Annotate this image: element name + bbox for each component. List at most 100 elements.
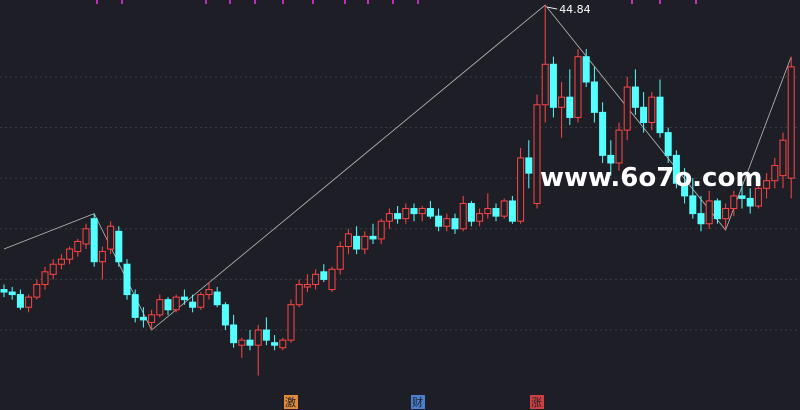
candle-body (467, 202, 475, 222)
candle-body (443, 218, 451, 227)
tag-box (411, 395, 425, 409)
candle-body (394, 213, 402, 220)
candle-body (41, 271, 49, 285)
candle-body (312, 273, 320, 285)
candle-body (25, 296, 33, 308)
candle-body (74, 240, 82, 253)
candle-body (451, 218, 459, 230)
candle-body (664, 132, 672, 156)
candle-body (262, 329, 270, 341)
candle-body (599, 111, 607, 156)
candle-body (656, 96, 664, 134)
candle-body (246, 339, 254, 346)
candle-body (418, 208, 426, 215)
candle-body (549, 63, 557, 108)
candle-body (525, 157, 533, 174)
candle-body (205, 289, 213, 296)
candle-body (197, 294, 205, 308)
candle-body (139, 316, 147, 321)
candle-body (8, 291, 16, 296)
candle-body (156, 299, 164, 316)
candle-body (82, 228, 90, 245)
candle-body (631, 86, 639, 108)
candle-body (279, 339, 287, 349)
candle-body (672, 154, 680, 184)
candle-body (336, 246, 344, 270)
candle-body (90, 218, 98, 263)
candle-body (271, 342, 279, 346)
top-markers (96, 0, 697, 4)
candle-body (582, 56, 590, 83)
candle-body (435, 215, 443, 227)
candle-body (640, 106, 648, 123)
candle-body (131, 294, 139, 318)
candle-body (517, 157, 525, 222)
candle-body (689, 195, 697, 215)
candle-body (180, 296, 188, 301)
candle-body (590, 81, 598, 113)
tag: 激 (285, 395, 296, 409)
candle-body (738, 195, 746, 199)
candle-body (558, 96, 566, 108)
candle-body (221, 304, 229, 326)
candle-body (369, 235, 377, 240)
candle-body (681, 182, 689, 197)
watermark: www.6o7o.com (540, 163, 762, 193)
candle-body (148, 314, 156, 323)
candle-body (303, 283, 311, 288)
candle-body (623, 86, 631, 131)
candle-body (238, 339, 246, 346)
candle-body (385, 213, 393, 222)
candle-body (57, 258, 65, 265)
candle-body (508, 200, 516, 222)
candle-body (230, 324, 238, 344)
candle-body (328, 268, 336, 291)
candle-body (787, 66, 795, 179)
candle-body (754, 187, 762, 207)
candle-body (320, 271, 328, 280)
candle-body (254, 329, 262, 346)
peak-label: 44.84 (559, 3, 591, 16)
candle-body (426, 208, 434, 217)
candle-body (730, 195, 738, 210)
candle-body (615, 129, 623, 164)
candle-body (361, 235, 369, 250)
candle-body (353, 235, 361, 250)
candle-body (115, 230, 123, 263)
candle-body (295, 283, 303, 306)
candle-body (713, 200, 721, 220)
candle-body (566, 96, 574, 118)
candle-body (484, 208, 492, 215)
candle-body (533, 104, 541, 204)
tag: 财 (412, 395, 423, 409)
candle-body (123, 263, 131, 296)
candle-body (402, 208, 410, 220)
candle-body (697, 213, 705, 225)
tag-box (284, 395, 298, 409)
candle-body (377, 220, 385, 240)
candle-body (500, 200, 508, 217)
candle-body (779, 139, 787, 177)
candle-body (574, 56, 582, 118)
candle-body (541, 63, 549, 106)
candle-body (763, 180, 771, 189)
candle-body (213, 291, 221, 306)
candle-body (16, 294, 24, 308)
candle-body (607, 154, 615, 164)
candle-body (705, 200, 713, 225)
candle-body (287, 304, 295, 341)
candle-body (492, 208, 500, 217)
candle-body (107, 225, 115, 250)
peak-arrow (547, 6, 558, 10)
candle-body (459, 202, 467, 230)
tag-box (530, 395, 544, 409)
candle-body (476, 213, 484, 222)
candle-body (410, 208, 418, 215)
candle-body (0, 289, 8, 293)
tag: 涨 (531, 396, 542, 409)
candle-body (189, 301, 197, 308)
candle-body (344, 233, 352, 248)
candle-body (771, 165, 779, 182)
candle-body (648, 96, 656, 123)
